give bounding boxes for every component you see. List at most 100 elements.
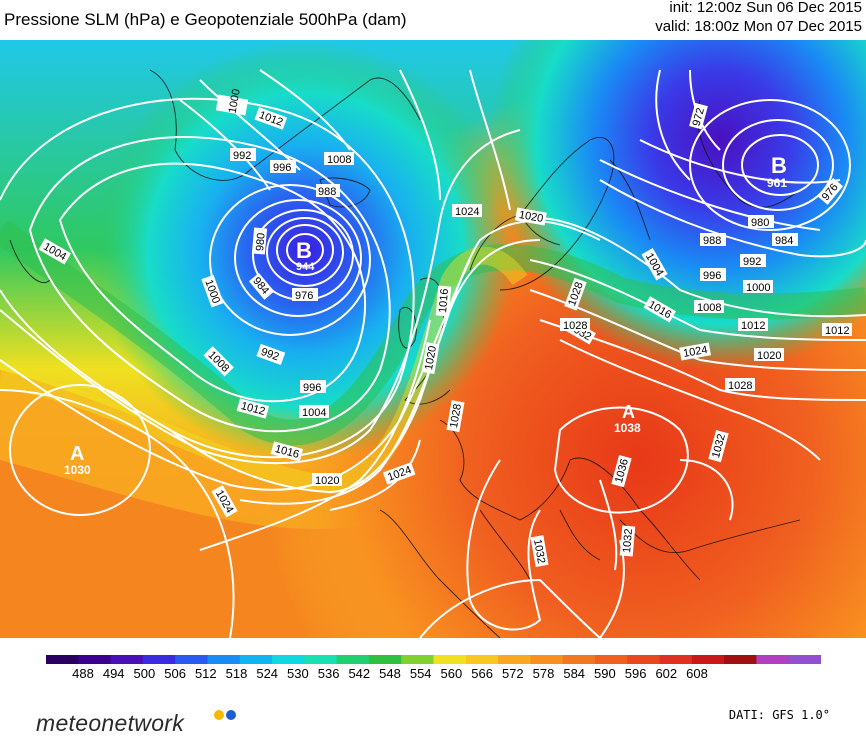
isobar-label: 1004	[299, 405, 329, 419]
svg-text:1008: 1008	[697, 302, 721, 314]
isobar-label: 992	[256, 343, 286, 366]
colorbar-swatch	[756, 655, 790, 664]
colorbar-tick-label: 494	[102, 666, 125, 681]
low-centre-iceland: B 944	[296, 238, 315, 273]
colorbar-swatch	[562, 655, 596, 664]
colorbar-swatch	[272, 655, 305, 664]
svg-text:972: 972	[691, 107, 707, 128]
colorbar-swatch	[788, 655, 821, 664]
svg-text:1016: 1016	[437, 288, 451, 313]
svg-text:988: 988	[703, 235, 721, 247]
colorbar-tick-label: 554	[409, 666, 432, 681]
isobar-label: 1032	[530, 535, 549, 567]
svg-text:1028: 1028	[448, 403, 464, 429]
colorbar-tick-label: 566	[471, 666, 493, 681]
data-source: DATI: GFS 1.0°	[728, 708, 830, 722]
colorbar-swatch	[498, 655, 531, 664]
isobar-label: 1020	[515, 207, 547, 226]
high-centre-azores: A 1030	[64, 443, 91, 477]
isobar-label: 1028	[725, 378, 755, 392]
svg-text:1004: 1004	[302, 407, 326, 419]
valid-time: valid: 18:00z Mon 07 Dec 2015	[655, 18, 862, 35]
svg-text:1012: 1012	[825, 325, 849, 337]
svg-text:996: 996	[273, 162, 291, 174]
svg-text:A: A	[70, 443, 84, 465]
svg-text:980: 980	[751, 217, 769, 229]
colorbar-swatch	[110, 655, 144, 664]
svg-text:1024: 1024	[682, 344, 708, 360]
colorbar-tick-label: 578	[532, 666, 555, 681]
isobar-label: 988	[316, 184, 340, 198]
isobar-labels: 1000 1012 992 996 1008 988 1004 980 1000…	[38, 88, 852, 567]
isobar-label: 996	[270, 160, 296, 174]
isobar-label: 1012	[738, 318, 768, 332]
colorbar-tick-label: 596	[624, 666, 647, 681]
svg-text:1020: 1020	[757, 350, 781, 362]
map-title: Pressione SLM (hPa) e Geopotenziale 500h…	[4, 10, 407, 29]
isobar-label: 1008	[324, 152, 354, 166]
svg-text:944: 944	[296, 261, 315, 273]
isobar-label: 996	[700, 268, 726, 282]
colorbar-swatch	[78, 655, 112, 664]
colorbar-swatch	[594, 655, 628, 664]
isobar-label: 1020	[754, 348, 784, 362]
svg-text:996: 996	[703, 270, 721, 282]
svg-text:1032: 1032	[621, 528, 635, 553]
colorbar-tick-label: 536	[317, 666, 340, 681]
isobar-label: 992	[230, 148, 256, 162]
svg-text:1028: 1028	[563, 320, 587, 332]
run-info: init: 12:00z Sun 06 Dec 2015 valid: 18:0…	[655, 0, 862, 36]
colorbar-swatch	[175, 655, 208, 664]
logo-text: meteonetwork	[36, 710, 185, 736]
colorbar-tick-label: 488	[72, 666, 94, 681]
isobar-label: 1024	[452, 204, 482, 218]
colorbar-swatch	[368, 655, 402, 664]
svg-text:1008: 1008	[327, 154, 351, 166]
colorbar-swatch	[46, 655, 79, 664]
isobar-label: 1016	[435, 285, 452, 317]
svg-text:1028: 1028	[728, 380, 752, 392]
isobar-label: 1000	[215, 88, 249, 116]
colorbar-swatch	[433, 655, 467, 664]
colorbar-tick-label: 560	[440, 666, 463, 681]
isobar-label: 1020	[421, 342, 440, 374]
svg-text:992: 992	[259, 346, 280, 364]
colorbar-tick-label: 572	[501, 666, 524, 681]
weather-map: 1000 1012 992 996 1008 988 1004 980 1000…	[0, 40, 866, 638]
svg-text:A: A	[622, 402, 635, 422]
svg-text:1012: 1012	[741, 320, 765, 332]
colorbar-swatch	[401, 655, 434, 664]
isobar-label: 988	[700, 233, 726, 247]
isobar-label: 972	[689, 102, 708, 130]
svg-text:B: B	[771, 153, 787, 178]
svg-text:1000: 1000	[746, 282, 770, 294]
coastlines	[9, 69, 801, 638]
svg-text:1020: 1020	[423, 345, 439, 371]
colorbar-swatch	[336, 655, 370, 664]
logo-dots-icon	[214, 710, 236, 720]
isobar-label: 996	[300, 380, 326, 394]
isobar-label: 992	[740, 254, 766, 268]
svg-text:1020: 1020	[518, 209, 544, 225]
isobar-label: 976	[292, 288, 318, 302]
colorbar	[46, 655, 821, 664]
isobar-label: 1012	[822, 323, 852, 337]
colorbar-tick-label: 518	[225, 666, 248, 681]
colorbar-swatch	[724, 655, 757, 664]
colorbar-swatch	[207, 655, 241, 664]
colorbar-swatch	[142, 655, 176, 664]
svg-text:976: 976	[295, 290, 313, 302]
isobar-label: 1020	[312, 473, 342, 487]
colorbar-tick-label: 602	[655, 666, 678, 681]
colorbar-tick-label: 530	[287, 666, 309, 681]
svg-text:1038: 1038	[614, 421, 641, 435]
colorbar-tick-label: 512	[194, 666, 217, 681]
svg-text:992: 992	[743, 256, 761, 268]
colorbar-tick-label: 608	[686, 666, 708, 681]
high-centre-balkans: A 1038	[614, 402, 641, 435]
svg-text:1032: 1032	[531, 538, 547, 564]
svg-text:992: 992	[233, 150, 251, 162]
colorbar-ticks: 488 494 500 506 512 518 524 530 536 542 548 554 560 5…	[46, 666, 821, 686]
pressure-centres: B 944 B 961 A 1030 A 1038	[64, 153, 787, 477]
colorbar-swatch	[239, 655, 273, 664]
